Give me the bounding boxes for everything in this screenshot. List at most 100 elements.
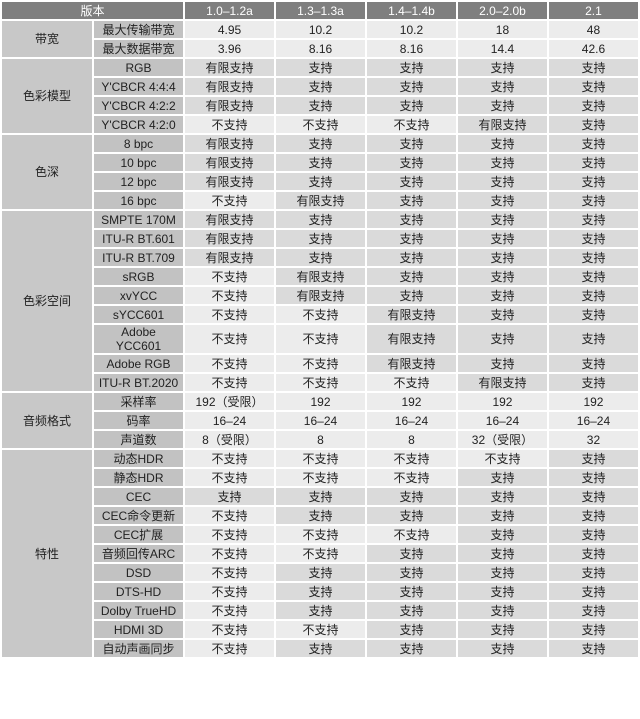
value-cell: 支持 [455,486,549,507]
value-cell: 有限支持 [274,285,367,306]
value-cell: 42.6 [546,38,640,59]
value-cell: 支持 [455,171,549,192]
table-row: 特性 动态HDR 不支持 不支持 不支持 不支持 支持 [0,448,640,659]
value-cell: 支持 [364,171,458,192]
table-row: Adobe YCC601 不支持 不支持 有限支持 支持 支持 [1,323,640,355]
value-cell: 14.4 [455,38,549,59]
row-label-cell: 自动声画同步 [91,638,186,659]
header-row: 版本 1.0–1.2a 1.3–1.3a 1.4–1.4b 2.0–2.0b 2… [0,0,640,21]
table-row: Y'CBCR 4:4:4 有限支持 支持 支持 支持 支持 [1,76,640,97]
value-cell: 支持 [364,228,458,249]
row-label-cell: 16 bpc [91,190,186,211]
value-cell: 不支持 [274,372,367,393]
value-cell: 支持 [546,486,640,507]
value-cell: 支持 [274,638,367,659]
value-cell: 有限支持 [183,171,276,192]
row-label-cell: Y'CBCR 4:2:2 [91,95,186,116]
value-cell: 8 [274,429,367,450]
row-label-cell: 10 bpc [91,152,186,173]
value-cell: 有限支持 [274,266,367,287]
table-row: Y'CBCR 4:2:0 不支持 不支持 不支持 有限支持 支持 [1,114,640,135]
row-label-cell: 8 bpc [91,133,186,154]
value-cell: 支持 [546,543,640,564]
value-cell: 支持 [364,57,458,78]
row-label-cell: Dolby TrueHD [91,600,186,621]
value-cell: 不支持 [364,372,458,393]
value-cell: 支持 [364,505,458,526]
version-col-header: 1.0–1.2a [183,0,276,21]
value-cell: 支持 [364,285,458,306]
category-cell: 带宽 [0,19,94,59]
value-cell: 支持 [546,353,640,374]
table-row: Adobe RGB 不支持 不支持 有限支持 支持 支持 [1,353,640,374]
value-cell: 16–24 [546,410,640,431]
row-label-cell: CEC命令更新 [91,505,186,526]
value-cell: 支持 [546,581,640,602]
value-cell: 有限支持 [364,304,458,325]
value-cell: 支持 [364,152,458,173]
row-label-cell: 采样率 [91,391,186,412]
row-label-cell: 静态HDR [91,467,186,488]
value-cell: 10.2 [274,19,367,40]
value-cell: 支持 [364,247,458,268]
value-cell: 不支持 [364,448,458,469]
table-row: DTS-HD 不支持 支持 支持 支持 支持 [1,581,640,602]
value-cell: 支持 [274,505,367,526]
table-row: 色深 8 bpc 有限支持 支持 支持 支持 支持 [0,133,640,211]
value-cell: 16–24 [455,410,549,431]
value-cell: 支持 [455,524,549,545]
value-cell: 支持 [546,95,640,116]
value-cell: 有限支持 [183,152,276,173]
table-row: 色彩空间 SMPTE 170M 有限支持 支持 支持 支持 支持 [0,209,640,393]
value-cell: 支持 [274,133,367,154]
value-cell: 不支持 [183,562,276,583]
value-cell: 支持 [455,76,549,97]
value-cell: 不支持 [274,524,367,545]
value-cell: 有限支持 [183,228,276,249]
value-cell: 支持 [546,228,640,249]
table-row: ITU-R BT.601 有限支持 支持 支持 支持 支持 [1,228,640,249]
value-cell: 不支持 [183,581,276,602]
table-row: ITU-R BT.709 有限支持 支持 支持 支持 支持 [1,247,640,268]
table-row: 最大数据带宽 3.96 8.16 8.16 14.4 42.6 [1,38,640,59]
value-cell: 支持 [546,304,640,325]
value-cell: 8（受限） [183,429,276,450]
table-row: 自动声画同步 不支持 支持 支持 支持 支持 [1,638,640,659]
row-label-cell: Adobe RGB [91,353,186,374]
table-row: CEC 支持 支持 支持 支持 支持 [1,486,640,507]
value-cell: 不支持 [274,353,367,374]
row-label-cell: 声道数 [91,429,186,450]
value-cell: 不支持 [183,543,276,564]
value-cell: 32 [546,429,640,450]
value-cell: 不支持 [183,619,276,640]
row-label-cell: 最大传输带宽 [91,19,186,40]
value-cell: 支持 [455,562,549,583]
value-cell: 支持 [364,95,458,116]
value-cell: 支持 [455,285,549,306]
value-cell: 192（受限） [183,391,276,412]
value-cell: 支持 [546,114,640,135]
value-cell: 支持 [274,76,367,97]
value-cell: 不支持 [274,619,367,640]
row-label-cell: RGB [91,57,186,78]
value-cell: 不支持 [183,467,276,488]
value-cell: 支持 [546,209,640,230]
value-cell: 支持 [364,209,458,230]
category-cell: 色深 [0,133,94,211]
value-cell: 支持 [546,372,640,393]
table-row: 色彩模型 RGB 有限支持 支持 支持 支持 支持 [0,57,640,135]
value-cell: 支持 [364,543,458,564]
category-cell: 音频格式 [0,391,94,450]
row-label-cell: 音频回传ARC [91,543,186,564]
value-cell: 不支持 [183,304,276,325]
row-label-cell: xvYCC [91,285,186,306]
value-cell: 支持 [455,581,549,602]
value-cell: 支持 [455,323,549,355]
value-cell: 支持 [455,95,549,116]
version-col-header: 1.4–1.4b [364,0,458,21]
value-cell: 16–24 [364,410,458,431]
table-row: Y'CBCR 4:2:2 有限支持 支持 支持 支持 支持 [1,95,640,116]
table-row: sRGB 不支持 有限支持 支持 支持 支持 [1,266,640,287]
value-cell: 支持 [455,190,549,211]
row-label-cell: ITU-R BT.2020 [91,372,186,393]
